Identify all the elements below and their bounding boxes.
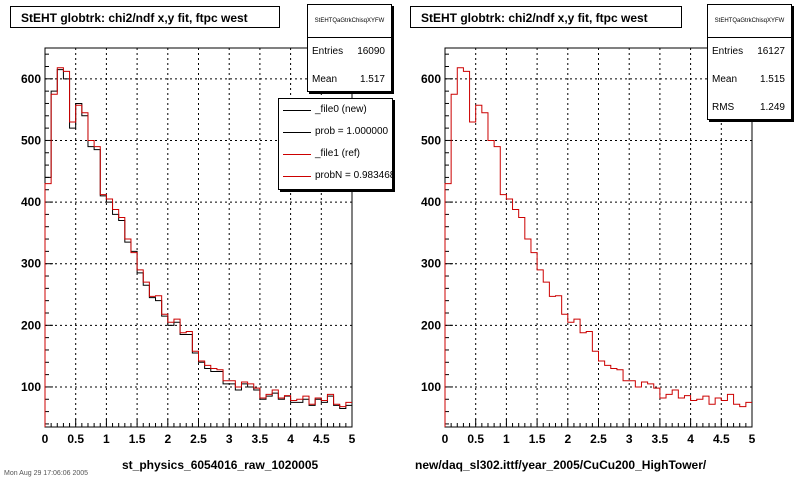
x-tick-label: 1 — [103, 432, 110, 446]
legend-label: _file1 (ref) — [315, 148, 361, 159]
right-histogram-plot: 0 0.5 1 1.5 2 2.5 3 3.5 4 4.5 5 100 200 300 400 500 600 — [421, 47, 756, 446]
footer-timestamp: Mon Aug 29 17:06:06 2005 — [4, 470, 89, 477]
x-tick-label: 0 — [442, 432, 449, 446]
x-tick-label: 4.5 — [713, 432, 730, 446]
legend-entry: _file0 (new) — [279, 99, 392, 121]
left-histogram-plot: 0 0.5 1 1.5 2 2.5 3 3.5 4 4.5 5 100 200 300 400 500 600 — [21, 47, 356, 446]
x-tick-label: 3 — [626, 432, 633, 446]
y-tick-label: 600 — [21, 72, 41, 86]
legend-label: probN = 0.983468 — [315, 170, 393, 181]
y-tick-label: 400 — [21, 195, 41, 209]
right-histogram-title: StEHT globtrk: chi2/ndf x,y fit, ftpc we… — [410, 6, 682, 28]
x-tick-label: 3 — [226, 432, 233, 446]
y-tick-label: 100 — [21, 380, 41, 394]
legend-label: _file0 (new) — [315, 104, 367, 115]
x-tick-label: 0.5 — [467, 432, 484, 446]
legend-entry: prob = 1.000000 — [279, 121, 392, 143]
left-stats-name: StEHTQaGtrkChisqXYFW — [308, 5, 391, 38]
y-tick-label: 400 — [421, 195, 441, 209]
right-x-axis-label: new/daq_sl302.ittf/year_2005/CuCu200_Hig… — [415, 458, 707, 472]
x-tick-label: 0.5 — [67, 432, 84, 446]
x-tick-label: 5 — [349, 432, 356, 446]
stats-value: 1.517 — [359, 74, 385, 85]
right-stats-box: StEHTQaGtrkChisqXYFW Entries 16127 Mean … — [707, 4, 792, 120]
stats-key: Mean — [712, 74, 738, 85]
left-histogram-title: StEHT globtrk: chi2/ndf x,y fit, ftpc we… — [10, 6, 280, 28]
stats-key: Entries — [712, 46, 744, 57]
left-stats-box: StEHTQaGtrkChisqXYFW Entries 16090 Mean … — [307, 4, 392, 92]
left-stats-row-mean: Mean 1.517 — [308, 66, 391, 94]
right-stats-row-mean: Mean 1.515 — [708, 66, 791, 94]
left-legend: _file0 (new) prob = 1.000000 _file1 (ref… — [278, 98, 393, 190]
x-tick-label: 0 — [42, 432, 49, 446]
histogram-series-line — [44, 67, 352, 427]
x-tick-label: 3.5 — [252, 432, 269, 446]
y-tick-label: 500 — [421, 133, 441, 147]
x-tick-label: 2.5 — [590, 432, 607, 446]
y-tick-label: 100 — [421, 380, 441, 394]
stats-value: 16127 — [757, 46, 785, 57]
y-tick-label: 300 — [21, 257, 41, 271]
y-tick-label: 600 — [421, 72, 441, 86]
x-tick-label: 2 — [564, 432, 571, 446]
x-tick-label: 3.5 — [652, 432, 669, 446]
y-tick-label: 500 — [21, 133, 41, 147]
x-tick-label: 5 — [749, 432, 756, 446]
x-tick-label: 1 — [503, 432, 510, 446]
left-stats-row-entries: Entries 16090 — [308, 38, 391, 66]
right-stats-row-entries: Entries 16127 — [708, 38, 791, 66]
right-stats-name: StEHTQaGtrkChisqXYFW — [708, 5, 791, 38]
legend-entry: _file1 (ref) — [279, 143, 392, 165]
y-tick-label: 200 — [21, 318, 41, 332]
stats-key: Mean — [312, 74, 338, 85]
y-tick-label: 200 — [421, 318, 441, 332]
x-tick-label: 2.5 — [190, 432, 207, 446]
histogram-series-line — [444, 67, 752, 427]
legend-line-black — [283, 132, 311, 133]
x-tick-label: 1.5 — [529, 432, 546, 446]
stats-value: 16090 — [357, 46, 385, 57]
right-stats-row-rms: RMS 1.249 — [708, 94, 791, 122]
x-tick-label: 4 — [287, 432, 294, 446]
legend-entry: probN = 0.983468 — [279, 165, 392, 187]
stats-key: Entries — [312, 46, 344, 57]
stats-key: RMS — [712, 102, 735, 113]
stats-value: 1.515 — [759, 74, 785, 85]
y-tick-label: 300 — [421, 257, 441, 271]
legend-line-red — [283, 154, 311, 155]
legend-line-red — [283, 176, 311, 177]
left-x-axis-label: st_physics_6054016_raw_1020005 — [122, 458, 319, 472]
legend-line-black — [283, 110, 311, 111]
stats-value: 1.249 — [759, 102, 785, 113]
legend-label: prob = 1.000000 — [315, 126, 389, 137]
x-tick-label: 4.5 — [313, 432, 330, 446]
x-tick-label: 1.5 — [129, 432, 146, 446]
x-tick-label: 4 — [687, 432, 694, 446]
x-tick-label: 2 — [164, 432, 171, 446]
